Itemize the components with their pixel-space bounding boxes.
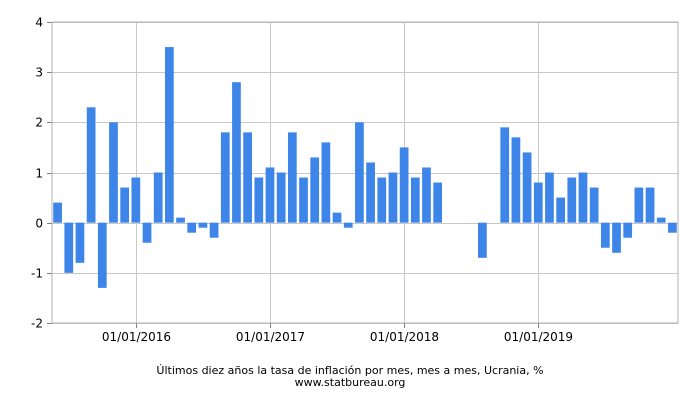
bar xyxy=(556,197,565,223)
y-tick-label: 1 xyxy=(35,167,43,181)
bar xyxy=(321,142,331,223)
bar xyxy=(120,187,130,223)
bar xyxy=(399,147,409,223)
x-tick-label: 01/01/2019 xyxy=(504,330,573,344)
plot-frame xyxy=(51,21,679,324)
bar xyxy=(668,222,677,233)
bar xyxy=(656,217,666,223)
bar xyxy=(377,177,387,223)
inflation-chart: -2 -1 0 1 2 3 4 01/01/2016 01/01/2017 01/01/2018 0… xyxy=(31,16,679,345)
bar xyxy=(131,177,141,223)
bar xyxy=(366,162,375,223)
bar xyxy=(220,132,230,223)
y-tick-label: -1 xyxy=(31,267,43,281)
y-tick-label: 0 xyxy=(35,217,43,231)
bar xyxy=(410,177,420,223)
bar xyxy=(355,122,364,223)
x-tick-label: 01/01/2016 xyxy=(102,330,171,344)
bar xyxy=(232,82,241,223)
bar xyxy=(209,222,219,238)
bar xyxy=(422,167,431,223)
bar xyxy=(86,107,96,223)
bar xyxy=(533,182,543,223)
bar xyxy=(567,177,577,223)
chart-caption: Últimos diez años la tasa de inflación p… xyxy=(156,364,544,377)
bar xyxy=(254,177,264,223)
bar xyxy=(153,172,163,223)
bar xyxy=(165,47,174,223)
y-tick-label: 4 xyxy=(35,16,43,30)
y-tick-label: 2 xyxy=(35,116,43,130)
bar xyxy=(287,132,297,223)
y-tick-label: -2 xyxy=(31,317,43,331)
x-tick-label: 01/01/2017 xyxy=(236,330,305,344)
bar xyxy=(198,222,208,228)
bar xyxy=(478,222,487,258)
bar xyxy=(645,187,655,223)
bar xyxy=(64,222,74,273)
y-tick-label: 3 xyxy=(35,66,43,80)
bar xyxy=(500,127,510,223)
bar xyxy=(578,172,588,223)
bar xyxy=(75,222,85,263)
bar-series xyxy=(53,47,677,288)
bar xyxy=(545,172,554,223)
bar xyxy=(187,222,197,233)
bar xyxy=(600,222,610,248)
bar xyxy=(176,217,185,223)
bar xyxy=(433,182,443,223)
bar xyxy=(388,172,398,223)
axis-labels: -2 -1 0 1 2 3 4 01/01/2016 01/01/2017 01/01/2018 0… xyxy=(31,16,573,345)
x-tick-label: 01/01/2018 xyxy=(370,330,439,344)
bar xyxy=(276,172,286,223)
bar xyxy=(142,222,152,243)
bar xyxy=(623,222,633,238)
bar xyxy=(589,187,599,223)
chart-source: www.statbureau.org xyxy=(294,376,406,389)
bar xyxy=(299,177,308,223)
bar xyxy=(511,137,521,223)
bar xyxy=(265,167,275,223)
bar xyxy=(634,187,644,223)
bar xyxy=(310,157,320,223)
bar xyxy=(109,122,118,223)
bar xyxy=(332,212,342,223)
bar xyxy=(243,132,252,223)
bar xyxy=(522,152,532,223)
bar xyxy=(612,222,621,253)
bar xyxy=(343,222,353,228)
bar xyxy=(97,222,107,288)
bar xyxy=(53,202,62,223)
